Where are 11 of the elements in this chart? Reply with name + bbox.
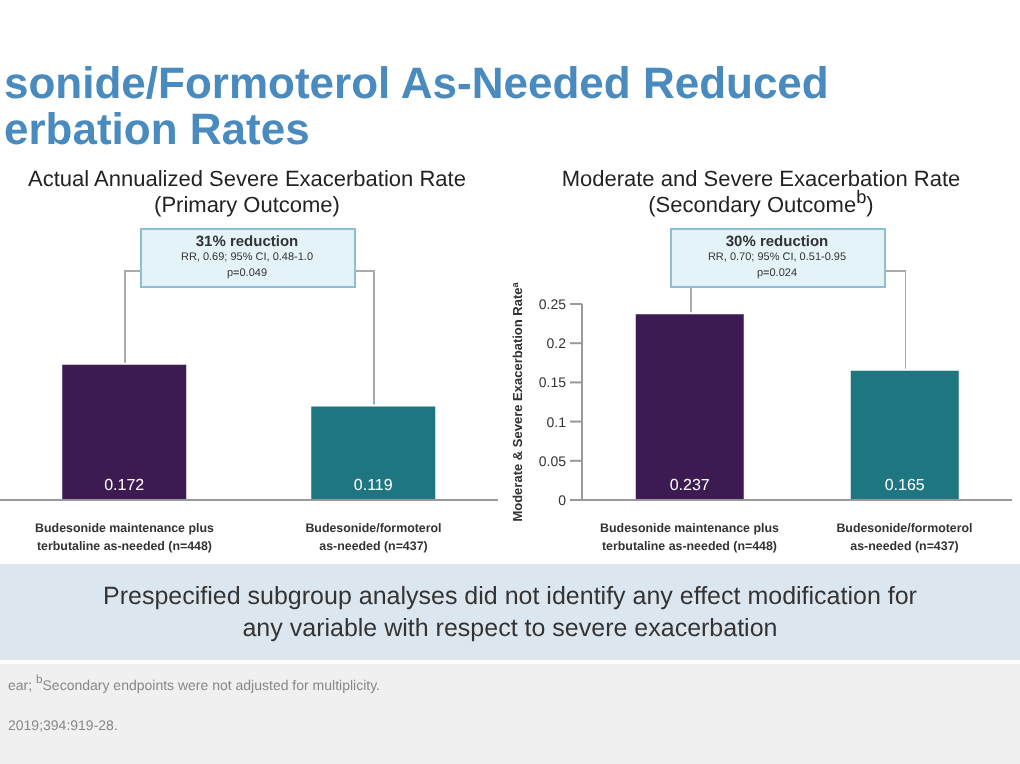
- text: erbation Rates: [4, 104, 312, 154]
- data-label: 0.119: [353, 476, 394, 494]
- chart-subtitle: (Primary Outcome): [152, 194, 342, 220]
- data-label: 0.237: [669, 476, 711, 494]
- text: Prespecified subgroup analyses did not identify any effect modification for any variable with respect to severe exacerbation: [101, 580, 919, 644]
- text: sonide/Formoterol As-Needed Reduced: [4, 58, 829, 108]
- chart-title: Moderate and Severe Exacerbation Rate: [559, 168, 963, 192]
- chart-title: Actual Annualized Severe Exacerbation Rate: [26, 168, 468, 194]
- data-label: 0.172: [104, 476, 146, 494]
- chart-subtitle: (Secondary Outcome$^{b}$): [648, 186, 874, 220]
- data-label: 0.165: [884, 476, 926, 494]
